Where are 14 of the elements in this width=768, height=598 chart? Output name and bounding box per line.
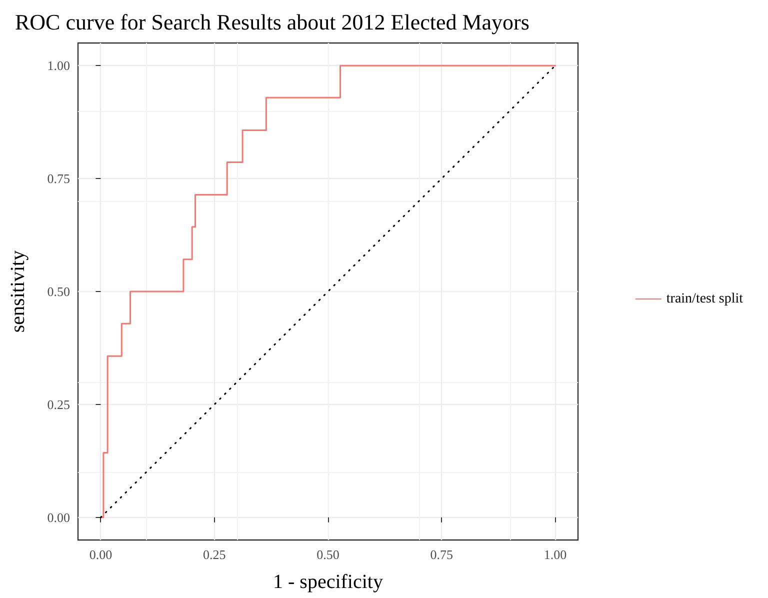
y-tick-label: 0.00 — [47, 510, 70, 525]
y-tick-label: 0.75 — [47, 171, 70, 186]
x-tick-label: 0.50 — [316, 547, 340, 562]
y-tick-label: 1.00 — [47, 58, 70, 74]
x-axis-title: 1 - specificity — [273, 571, 383, 593]
x-tick-label: 0.00 — [89, 547, 112, 562]
y-tick-label: 0.50 — [47, 284, 70, 299]
legend-label: train/test split — [666, 292, 744, 306]
chart-title: ROC curve for Search Results about 2012 Elected Mayors — [15, 10, 530, 34]
y-axis-title: sensitivity — [7, 250, 29, 333]
x-tick-label: 0.25 — [202, 547, 226, 562]
y-tick-label: 0.25 — [47, 396, 70, 412]
x-tick-label: 1.00 — [544, 547, 567, 562]
x-tick-label: 0.75 — [430, 547, 454, 562]
